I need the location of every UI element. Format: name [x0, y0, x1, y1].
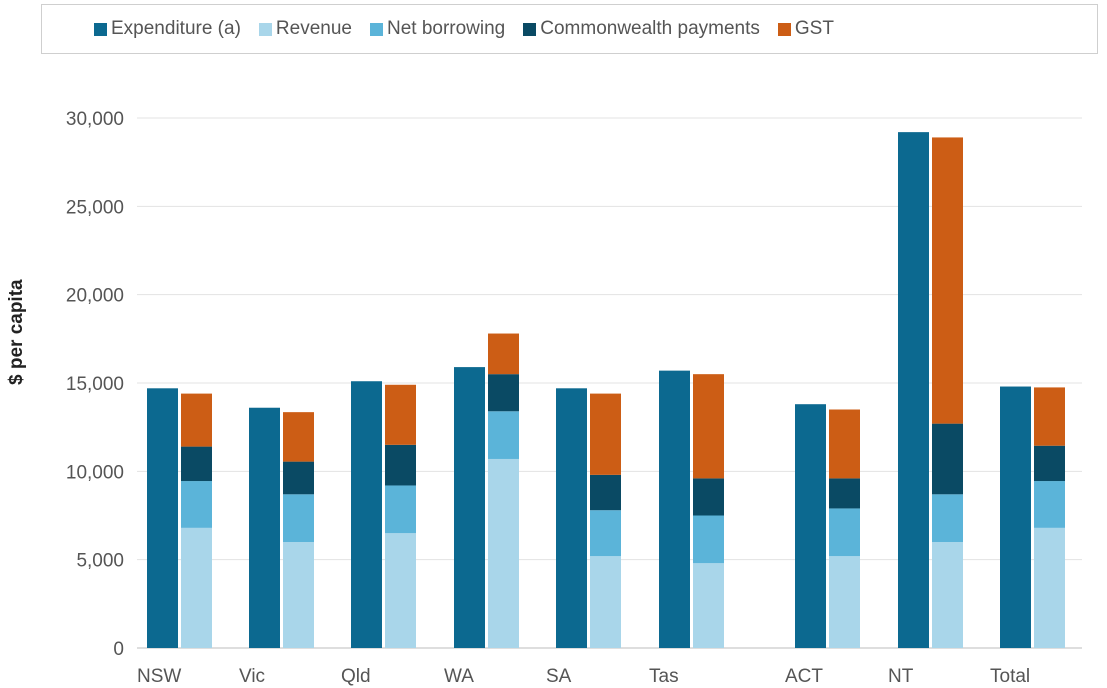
legend-items: Expenditure (a) Revenue Net borrowing Co… — [94, 5, 852, 53]
bar-net-borrowing — [488, 411, 519, 459]
bar-net-borrowing — [829, 508, 860, 557]
bar-revenue — [932, 542, 963, 648]
bar-gst — [181, 393, 212, 447]
bar-gst — [1034, 387, 1065, 446]
x-tick-label: NT — [888, 666, 914, 687]
bar-net-borrowing — [385, 485, 416, 534]
legend-item-commonwealth-payments: Commonwealth payments — [523, 18, 760, 40]
bar-expenditure — [556, 388, 587, 648]
bar-commonwealth-payments — [1034, 445, 1065, 482]
bar-gst — [283, 412, 314, 462]
x-tick-label: WA — [444, 666, 474, 687]
bar-expenditure — [1000, 386, 1031, 648]
bar-revenue — [590, 556, 621, 648]
legend-label-revenue: Revenue — [275, 18, 352, 39]
legend-swatch-gst — [777, 22, 791, 36]
legend-label-commonwealth-payments: Commonwealth payments — [540, 18, 760, 39]
legend-swatch-revenue — [258, 22, 272, 36]
x-tick-label: NSW — [137, 666, 181, 687]
legend: Expenditure (a) Revenue Net borrowing Co… — [41, 4, 1098, 54]
bar-net-borrowing — [693, 515, 724, 564]
bar-revenue — [693, 563, 724, 648]
x-tick-label: ACT — [785, 666, 823, 687]
bar-revenue — [181, 527, 212, 648]
legend-label-expenditure: Expenditure (a) — [111, 18, 241, 39]
y-tick-label: 5,000 — [76, 551, 124, 572]
bar-net-borrowing — [932, 494, 963, 542]
bar-commonwealth-payments — [283, 461, 314, 495]
bar-expenditure — [659, 370, 690, 648]
x-tick-label: Vic — [239, 666, 265, 687]
bar-gst — [829, 409, 860, 479]
y-tick-label: 10,000 — [66, 462, 124, 483]
bar-commonwealth-payments — [385, 444, 416, 486]
bar-commonwealth-payments — [829, 478, 860, 509]
bar-gst — [488, 333, 519, 375]
bar-revenue — [283, 542, 314, 648]
bar-revenue — [1034, 527, 1065, 648]
x-tick-label: Qld — [341, 666, 371, 687]
y-tick-label: 15,000 — [66, 374, 124, 395]
bar-revenue — [829, 556, 860, 648]
bar-expenditure — [351, 381, 382, 648]
y-tick-label: 30,000 — [66, 109, 124, 130]
bar-gst — [590, 393, 621, 475]
bar-net-borrowing — [283, 494, 314, 542]
bar-expenditure — [249, 407, 280, 648]
legend-item-expenditure: Expenditure (a) — [94, 18, 241, 40]
bar-commonwealth-payments — [590, 474, 621, 511]
bar-expenditure — [898, 132, 929, 649]
legend-swatch-net-borrowing — [369, 22, 383, 36]
bar-expenditure — [147, 388, 178, 648]
y-tick-label: 20,000 — [66, 286, 124, 307]
bar-commonwealth-payments — [932, 423, 963, 495]
bar-expenditure — [454, 367, 485, 648]
legend-label-gst: GST — [794, 18, 834, 39]
legend-swatch-commonwealth-payments — [523, 22, 537, 36]
bar-commonwealth-payments — [488, 374, 519, 412]
bar-commonwealth-payments — [181, 446, 212, 482]
y-tick-label: 0 — [113, 639, 124, 660]
bar-expenditure — [795, 404, 826, 648]
x-tick-label: SA — [546, 666, 572, 687]
legend-label-net-borrowing: Net borrowing — [386, 18, 506, 39]
bar-gst — [693, 374, 724, 479]
bar-net-borrowing — [181, 481, 212, 528]
y-tick-label: 25,000 — [66, 197, 124, 218]
legend-item-net-borrowing: Net borrowing — [369, 18, 506, 40]
bar-gst — [932, 137, 963, 424]
bar-commonwealth-payments — [693, 478, 724, 516]
bar-net-borrowing — [590, 510, 621, 557]
legend-item-gst: GST — [777, 18, 834, 40]
x-tick-label: Total — [990, 666, 1030, 687]
bar-revenue — [488, 458, 519, 648]
bar-gst — [385, 384, 416, 445]
x-tick-label: Tas — [649, 666, 679, 687]
legend-item-revenue: Revenue — [258, 18, 352, 40]
legend-swatch-expenditure — [94, 22, 107, 36]
bar-revenue — [385, 533, 416, 648]
bar-net-borrowing — [1034, 481, 1065, 528]
